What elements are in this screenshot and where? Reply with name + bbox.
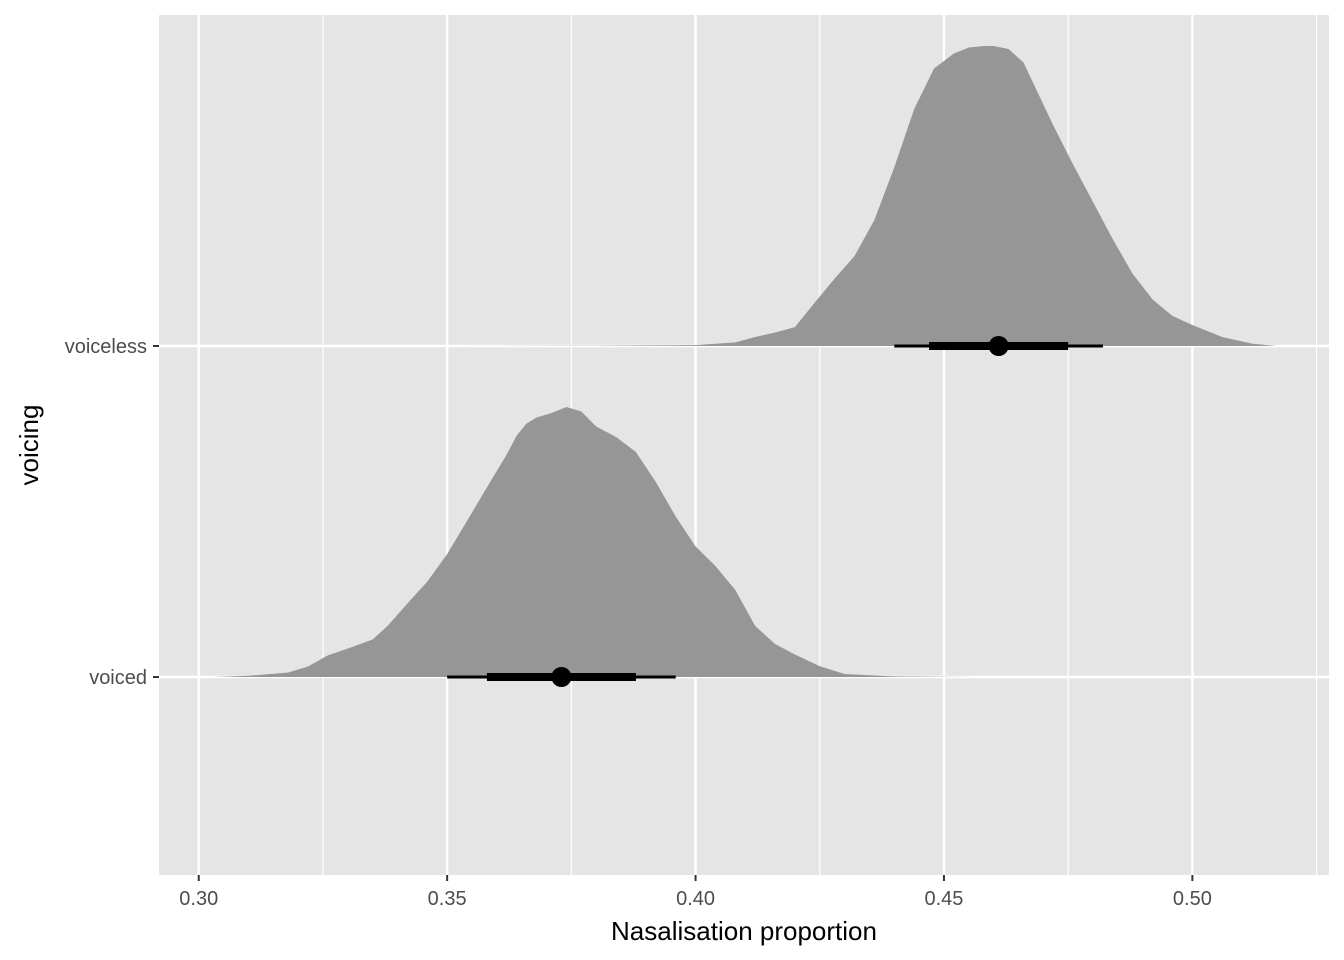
y-tick-label: voiced <box>89 667 147 689</box>
x-axis: 0.30 0.35 0.40 0.45 0.50 <box>179 875 1212 910</box>
y-axis-title: voicing <box>14 405 44 486</box>
density-area-voiceless <box>457 46 1277 346</box>
x-tick-label: 0.35 <box>428 888 467 910</box>
y-tick-label: voiceless <box>65 336 147 358</box>
x-tick-label: 0.50 <box>1173 888 1212 910</box>
x-tick-label: 0.30 <box>179 888 218 910</box>
plot-panel <box>159 15 1329 875</box>
density-layer <box>213 46 1277 677</box>
y-axis: voiced voiceless <box>65 336 159 689</box>
x-tick-label: 0.45 <box>924 888 963 910</box>
density-area-voiced <box>213 407 974 677</box>
interval-layer <box>447 336 1103 687</box>
x-tick-label: 0.40 <box>676 888 715 910</box>
point-estimate-voiced <box>551 667 572 687</box>
x-axis-title: Nasalisation proportion <box>611 916 877 946</box>
point-estimate-voiceless <box>988 336 1009 356</box>
